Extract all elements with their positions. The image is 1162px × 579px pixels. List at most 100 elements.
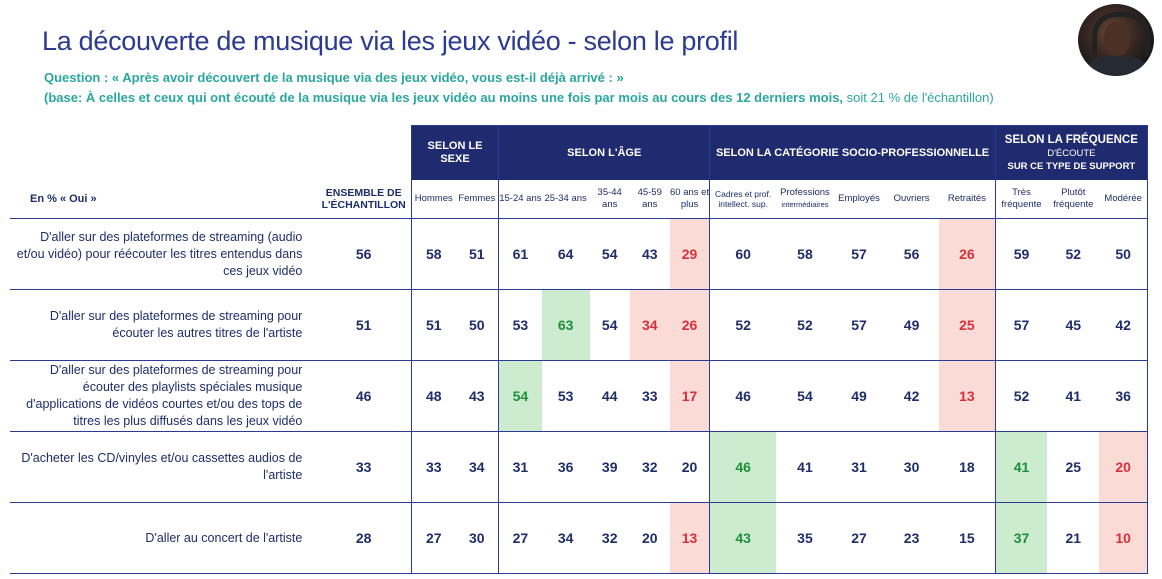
- cell-35-44: 44: [589, 360, 630, 432]
- header-45-59: 45-59 ans: [637, 187, 662, 210]
- cell-tres-frequente: 59: [995, 218, 1048, 290]
- group-frequence-line3: SUR CE TYPE DE SUPPORT: [1007, 160, 1136, 172]
- cell-femmes: 50: [455, 289, 500, 361]
- cell-employes: 57: [834, 218, 885, 290]
- cell-prof-int: 35: [775, 502, 834, 574]
- cell-retraites: 13: [939, 360, 996, 432]
- cell-60-plus: 29: [669, 218, 711, 290]
- table-row: D'aller sur des plateformes de streaming…: [10, 360, 1149, 432]
- cell-retraites: 26: [939, 218, 996, 290]
- header-prof-int-line2: intermédiaires: [781, 200, 829, 209]
- table-body: D'aller sur des plateformes de streaming…: [10, 218, 1149, 574]
- cell-moderee: 50: [1099, 218, 1149, 290]
- group-sexe: SELON LE SEXE: [410, 125, 500, 180]
- header-15-24: 15-24 ans: [499, 193, 542, 204]
- group-age: SELON L'ÂGE: [498, 125, 711, 180]
- cell-femmes: 34: [455, 431, 500, 503]
- cell-plutot-frequente: 52: [1047, 218, 1100, 290]
- column-header-row: En % « Oui » ENSEMBLE DE L'ÉCHANTILLON H…: [10, 180, 1149, 219]
- group-frequence: SELON LA FRÉQUENCE D'ÉCOUTE SUR CE TYPE …: [994, 125, 1149, 180]
- cell-45-59: 34: [629, 289, 670, 361]
- cell-15-24: 53: [498, 289, 542, 361]
- cell-femmes: 51: [455, 218, 500, 290]
- cell-retraites: 15: [939, 502, 996, 574]
- cell-plutot-frequente: 25: [1047, 431, 1100, 503]
- cell-cadres: 46: [709, 431, 776, 503]
- cell-hommes: 48: [410, 360, 456, 432]
- cell-45-59: 33: [629, 360, 670, 432]
- table-row: D'aller sur des plateformes de streaming…: [10, 218, 1149, 290]
- results-table: SELON LE SEXE SELON L'ÂGE SELON LA CATÉG…: [10, 125, 1149, 574]
- header-tres-frequente: Très fréquente: [1001, 187, 1042, 210]
- cell-15-24: 27: [498, 502, 542, 574]
- header-60-plus: 60 ans et plus: [669, 180, 711, 219]
- cell-prof-int: 41: [775, 431, 834, 503]
- group-frequence-line2: D'ÉCOUTE: [1047, 147, 1096, 159]
- cell-hommes: 51: [410, 289, 456, 361]
- cell-femmes: 30: [455, 502, 500, 574]
- row-label: D'aller sur des plateformes de streaming…: [10, 360, 317, 432]
- cell-plutot-frequente: 45: [1047, 289, 1100, 361]
- cell-60-plus: 17: [669, 360, 711, 432]
- cell-retraites: 18: [939, 431, 996, 503]
- cell-60-plus: 20: [669, 431, 711, 503]
- cell-hommes: 58: [410, 218, 456, 290]
- cell-25-34: 34: [541, 502, 590, 574]
- cell-25-34: 53: [541, 360, 590, 432]
- header-femmes: Femmes: [455, 180, 500, 219]
- cell-15-24: 31: [498, 431, 542, 503]
- cell-ouvriers: 42: [884, 360, 940, 432]
- header-ouvriers: Ouvriers: [893, 193, 930, 204]
- group-csp: SELON LA CATÉGORIE SOCIO-PROFESSIONNELLE: [709, 125, 996, 180]
- cell-ensemble: 56: [316, 218, 412, 290]
- base-text: (base: À celles et ceux qui ont écouté d…: [44, 90, 994, 105]
- group-header-row: SELON LE SEXE SELON L'ÂGE SELON LA CATÉG…: [10, 125, 1149, 180]
- row-label: D'aller sur des plateformes de streaming…: [10, 218, 317, 290]
- header-employes: Employés: [838, 193, 880, 204]
- header-ensemble: ENSEMBLE DE L'ÉCHANTILLON: [321, 187, 406, 211]
- cell-hommes: 27: [410, 502, 456, 574]
- cell-ouvriers: 30: [884, 431, 940, 503]
- cell-ensemble: 46: [316, 360, 412, 432]
- row-label: D'aller sur des plateformes de streaming…: [10, 289, 317, 361]
- row-label: D'acheter les CD/vinyles et/ou cassettes…: [10, 431, 317, 503]
- cell-prof-int: 54: [775, 360, 834, 432]
- header-25-34: 25-34 ans: [544, 193, 587, 204]
- header-prof-int: Professions intermédiaires: [776, 180, 834, 219]
- cell-ensemble: 51: [316, 289, 412, 361]
- cell-employes: 49: [834, 360, 885, 432]
- table-row: D'acheter les CD/vinyles et/ou cassettes…: [10, 431, 1149, 503]
- cell-tres-frequente: 37: [995, 502, 1048, 574]
- cell-plutot-frequente: 21: [1047, 502, 1100, 574]
- gamer-avatar-image: [1078, 4, 1154, 76]
- cell-moderee: 10: [1099, 502, 1149, 574]
- table-row: D'aller sur des plateformes de streaming…: [10, 289, 1149, 361]
- cell-retraites: 25: [939, 289, 996, 361]
- cell-femmes: 43: [455, 360, 500, 432]
- cell-prof-int: 52: [775, 289, 834, 361]
- cell-ouvriers: 23: [884, 502, 940, 574]
- cell-ouvriers: 56: [884, 218, 940, 290]
- header-cadres: Cadres et prof. intellect. sup.: [715, 189, 772, 209]
- cell-45-59: 20: [629, 502, 670, 574]
- cell-15-24: 54: [498, 360, 542, 432]
- cell-25-34: 36: [541, 431, 590, 503]
- header-plutot-frequente: Plutôt fréquente: [1053, 187, 1094, 210]
- cell-35-44: 39: [589, 431, 630, 503]
- cell-moderee: 42: [1099, 289, 1149, 361]
- cell-25-34: 63: [541, 289, 590, 361]
- header-hommes: Hommes: [410, 180, 456, 219]
- cell-cadres: 46: [709, 360, 776, 432]
- base-main: (base: À celles et ceux qui ont écouté d…: [44, 90, 844, 105]
- cell-tres-frequente: 57: [995, 289, 1048, 361]
- cell-plutot-frequente: 41: [1047, 360, 1100, 432]
- cell-hommes: 33: [410, 431, 456, 503]
- cell-25-34: 64: [541, 218, 590, 290]
- page-title: La découverte de musique via les jeux vi…: [42, 26, 739, 56]
- header-moderee: Modérée: [1099, 180, 1149, 219]
- cell-ensemble: 33: [316, 431, 412, 503]
- table-row: D'aller au concert de l'artiste 28 27 30 27 3…: [10, 502, 1149, 574]
- cell-45-59: 43: [629, 218, 670, 290]
- cell-moderee: 20: [1099, 431, 1149, 503]
- cell-15-24: 61: [498, 218, 542, 290]
